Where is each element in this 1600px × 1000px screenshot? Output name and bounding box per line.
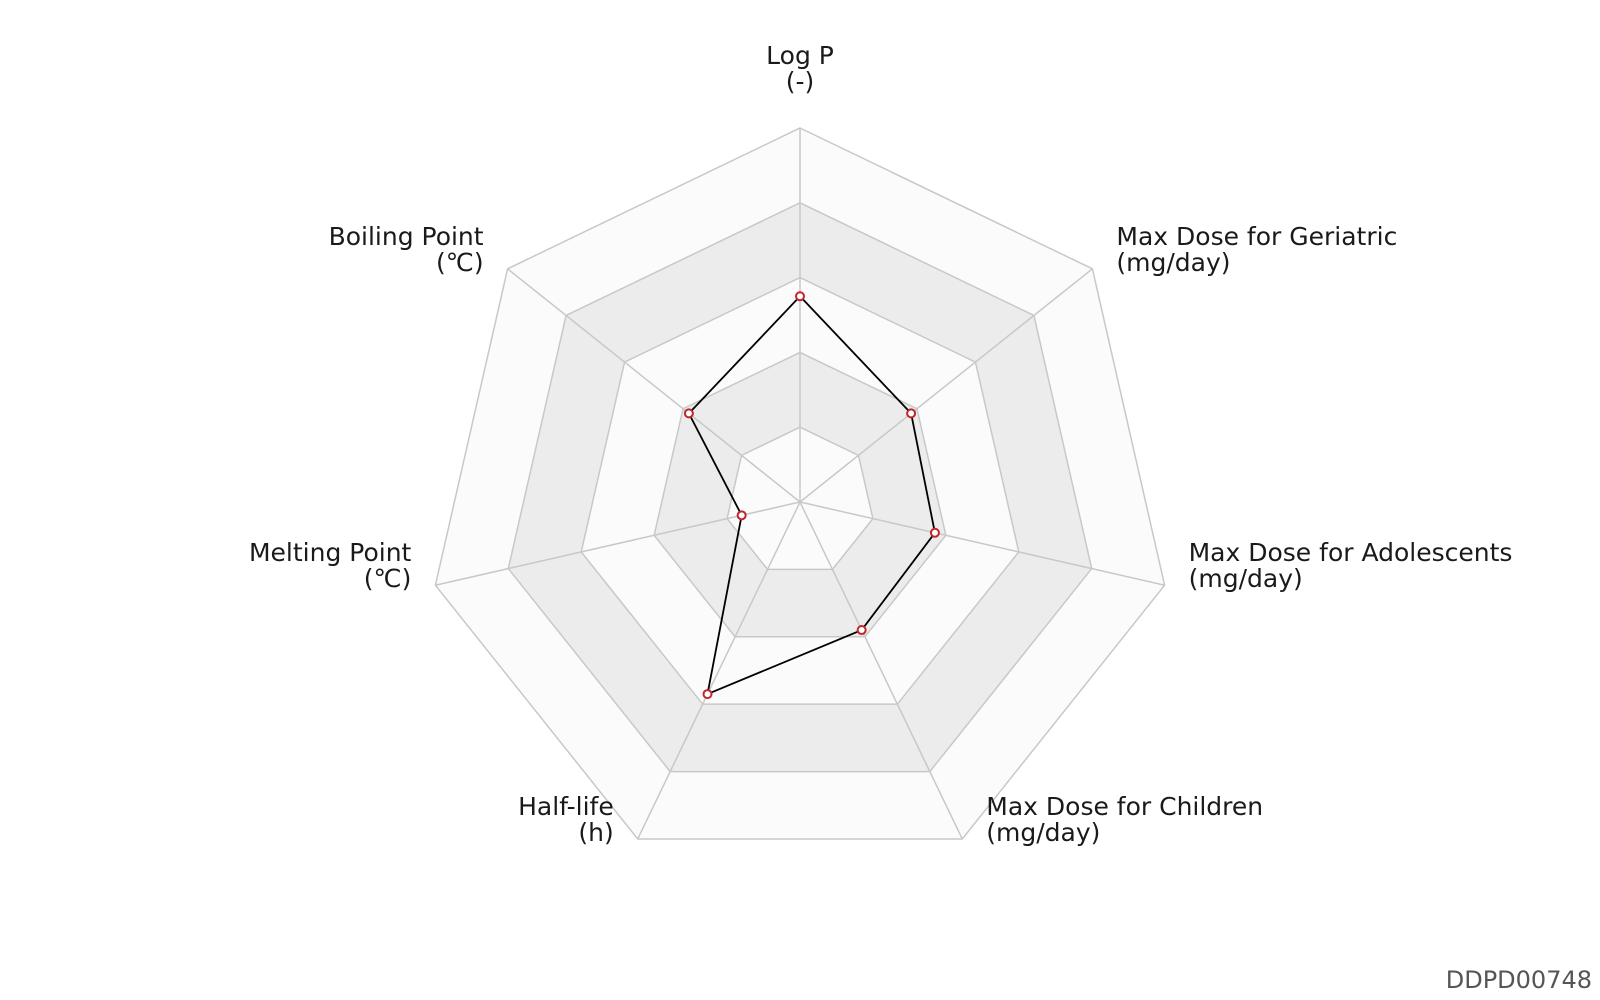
axis-label-unit-0: (-) (786, 67, 815, 96)
axis-label-name-0: Log P (766, 41, 834, 70)
footer-code: DDPD00748 (1445, 966, 1592, 994)
axis-label-name-6: Boiling Point (329, 222, 484, 251)
axis-labels: Log P(-)Max Dose for Geriatric(mg/day)Ma… (249, 41, 1512, 847)
data-point-0 (795, 291, 805, 302)
axis-spoke-1 (799, 268, 1093, 503)
axis-spoke-4 (637, 501, 801, 840)
data-point-4 (702, 689, 713, 700)
data-point-1 (906, 408, 917, 419)
axis-label-unit-2: (mg/day) (1189, 564, 1303, 593)
data-point-3 (856, 625, 867, 636)
axis-label-name-3: Max Dose for Children (986, 792, 1263, 821)
axis-label-name-4: Half-life (518, 792, 614, 821)
axis-label-unit-3: (mg/day) (986, 818, 1100, 847)
axis-label-unit-1: (mg/day) (1116, 248, 1230, 277)
axis-spoke-3 (799, 501, 963, 840)
axis-spoke-6 (507, 268, 801, 503)
axis-label-unit-4: (h) (578, 818, 613, 847)
axis-label-name-2: Max Dose for Adolescents (1189, 538, 1513, 567)
data-point-2 (929, 527, 940, 538)
axis-label-name-5: Melting Point (249, 538, 412, 567)
axis-label-unit-5: (℃) (364, 564, 412, 593)
axis-label-name-1: Max Dose for Geriatric (1116, 222, 1397, 251)
data-series (683, 291, 940, 700)
radar-spokes (435, 128, 1165, 840)
data-point-5 (736, 510, 747, 521)
axis-spoke-2 (799, 501, 1165, 586)
series-line (687, 294, 936, 696)
data-point-6 (683, 408, 694, 419)
axis-label-unit-6: (℃) (436, 248, 484, 277)
